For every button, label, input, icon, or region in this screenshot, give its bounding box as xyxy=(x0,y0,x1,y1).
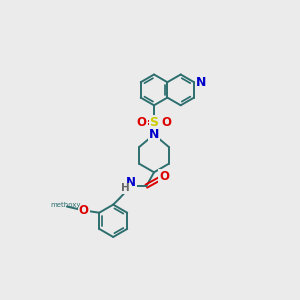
Text: methoxy: methoxy xyxy=(50,202,81,208)
Text: N: N xyxy=(196,76,207,89)
Text: O: O xyxy=(161,116,171,129)
Text: methoxy: methoxy xyxy=(78,198,84,200)
Text: O: O xyxy=(137,116,147,129)
Text: O: O xyxy=(79,204,89,217)
Text: H: H xyxy=(121,184,130,194)
Text: S: S xyxy=(149,116,158,129)
Text: N: N xyxy=(126,176,136,189)
Text: N: N xyxy=(149,128,159,141)
Text: O: O xyxy=(159,170,169,183)
